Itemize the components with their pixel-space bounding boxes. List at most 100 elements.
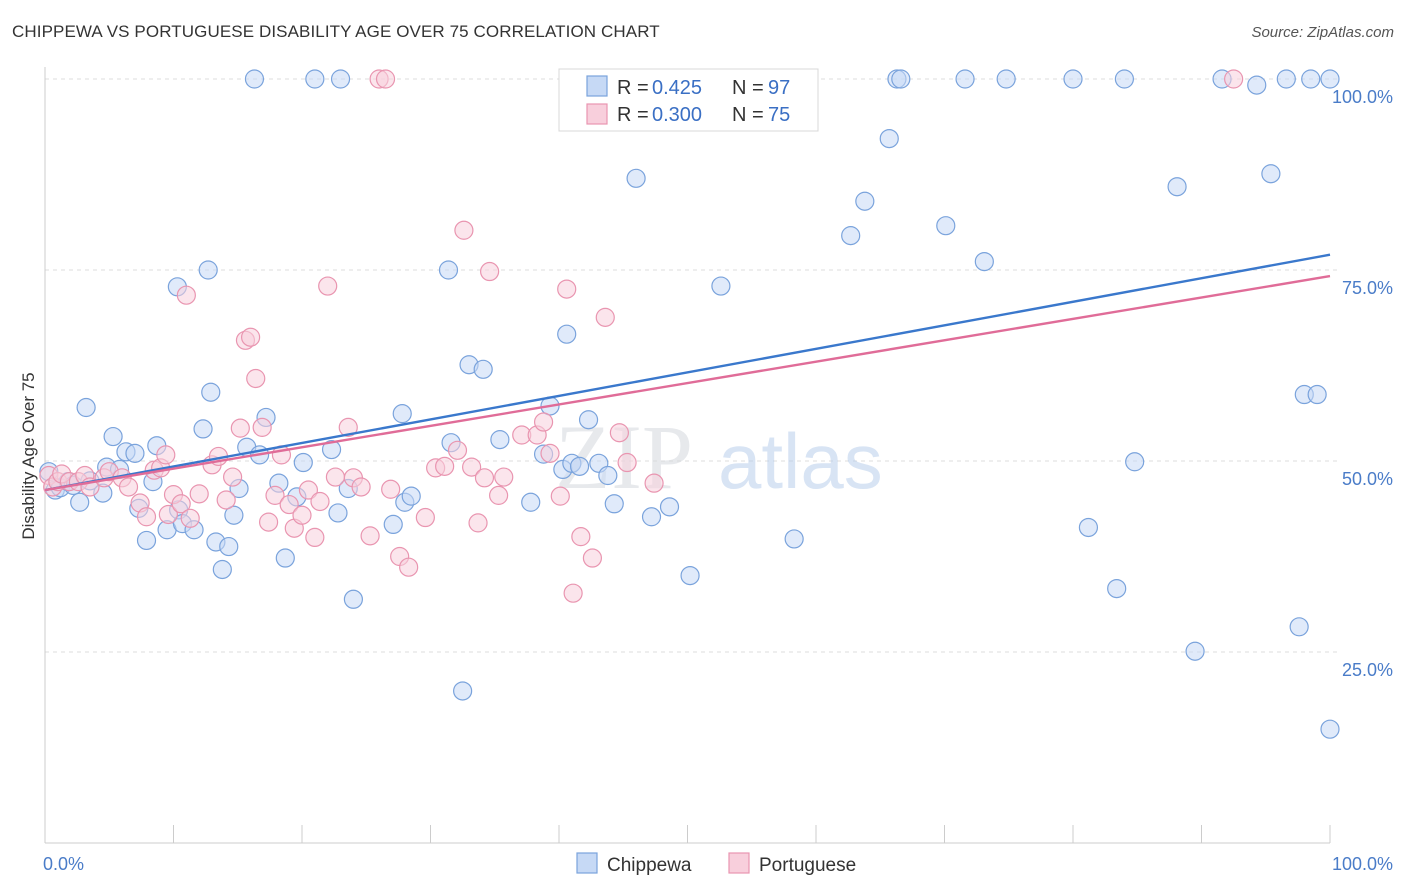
portuguese-point-16 [156,445,176,465]
chippewa-point-46 [392,404,412,424]
portuguese-point-41 [318,276,338,296]
chippewa-point-82 [1078,517,1099,538]
y-tick-label-1: 75.0% [1342,278,1393,298]
chippewa-point-62 [578,410,599,430]
chippewa-point-76 [891,69,911,89]
legend-n-label-1: N = [732,104,764,126]
x-tick-label-0: 0.0% [43,854,84,874]
portuguese-point-74 [617,452,637,473]
chippewa-point-29 [224,505,244,525]
y-axis-label: Disability Age Over 75 [19,372,38,539]
chippewa-point-79 [974,251,994,272]
portuguese-point-67 [550,486,570,506]
chippewa-point-93 [1301,69,1321,89]
portuguese-point-19 [171,494,191,514]
portuguese-point-73 [609,423,629,443]
watermark-atlas: atlas [718,417,883,505]
portuguese-point-39 [305,527,325,548]
chippewa-point-61 [569,456,590,476]
y-tick-label-2: 50.0% [1342,469,1393,489]
chippewa-point-90 [1261,164,1281,184]
legend-n-value-0: 97 [768,77,790,99]
chippewa-trend-line [44,253,1331,492]
legend-r-label-1: R = [617,104,649,126]
chippewa-point-65 [604,494,624,514]
portuguese-point-37 [292,505,312,525]
portuguese-point-35 [279,494,299,515]
y-tick-labels: 100.0% 75.0% 50.0% 25.0% [1332,87,1393,680]
portuguese-point-62 [494,467,514,487]
portuguese-point-48 [375,69,396,89]
chippewa-point-70 [711,276,731,296]
chippewa-point-77 [936,216,956,236]
chippewa-point-24 [198,260,218,280]
x-tick-label-1: 100.0% [1332,854,1393,874]
chippewa-point-42 [330,69,351,89]
legend-r-label-0: R = [617,77,649,99]
portuguese-point-46 [360,526,380,546]
chippewa-point-51 [453,681,473,701]
portuguese-point-13 [136,507,157,527]
chippewa-point-13 [125,443,145,463]
chippewa-point-69 [680,565,700,586]
bottom-legend-swatch-chippewa [576,852,598,874]
portuguese-point-56 [454,220,474,240]
chippewa-point-80 [996,69,1016,89]
portuguese-point-72 [595,307,615,327]
chippewa-point-5 [70,492,90,512]
chippewa-point-41 [328,503,348,523]
chippewa-point-87 [1185,641,1205,661]
portuguese-point-58 [468,513,488,533]
portuguese-point-71 [582,548,603,568]
legend-n-value-1: 75 [768,104,790,126]
chippewa-point-92 [1289,617,1309,637]
portuguese-point-11 [118,477,139,497]
portuguese-point-76 [1224,69,1244,89]
portuguese-point-49 [381,479,401,499]
portuguese-point-70 [571,527,591,547]
chippewa-point-28 [219,536,239,557]
chippewa-point-40 [321,439,342,460]
bottom-legend: Chippewa Portuguese [576,852,856,876]
chippewa-point-71 [784,529,804,549]
portuguese-point-17 [158,504,178,525]
legend-box: R = 0.425 N = 97 R = 0.300 N = 75 [558,68,819,132]
portuguese-point-75 [644,473,664,493]
legend-n-label-0: N = [732,77,764,99]
chippewa-points [39,69,1340,739]
portuguese-point-30 [246,368,266,389]
portuguese-point-69 [563,583,583,603]
chippewa-point-53 [473,359,493,379]
portuguese-point-54 [435,456,455,476]
portuguese-point-33 [265,485,285,505]
portuguese-point-20 [176,285,196,305]
chippewa-point-55 [521,492,541,512]
portuguese-points [39,69,1244,603]
portuguese-point-21 [180,508,200,528]
portuguese-point-59 [474,468,495,488]
chippewa-point-38 [293,452,313,473]
chippewa-point-94 [1320,69,1340,89]
source-credit: Source: ZipAtlas.com [1251,24,1394,41]
bottom-legend-swatch-portuguese [728,852,750,874]
legend-swatch-chippewa [586,75,608,97]
chippewa-point-27 [212,559,232,580]
portuguese-trend-line [44,274,1331,492]
trend-lines [44,253,1331,492]
chippewa-point-89 [1247,75,1267,95]
chippewa-point-68 [659,497,680,517]
portuguese-point-29 [241,327,261,347]
chippewa-point-85 [1125,452,1145,472]
legend-swatch-portuguese [586,103,608,125]
chippewa-point-66 [626,168,646,188]
chippewa-point-23 [193,419,213,439]
chippewa-point-83 [1107,578,1127,599]
chippewa-point-73 [855,191,875,211]
chippewa-point-78 [955,69,975,89]
y-tick-label-3: 25.0% [1342,660,1393,680]
chippewa-point-6 [76,397,96,418]
portuguese-point-25 [216,490,236,510]
bottom-legend-portuguese: Portuguese [759,855,856,876]
chippewa-point-72 [841,226,861,246]
